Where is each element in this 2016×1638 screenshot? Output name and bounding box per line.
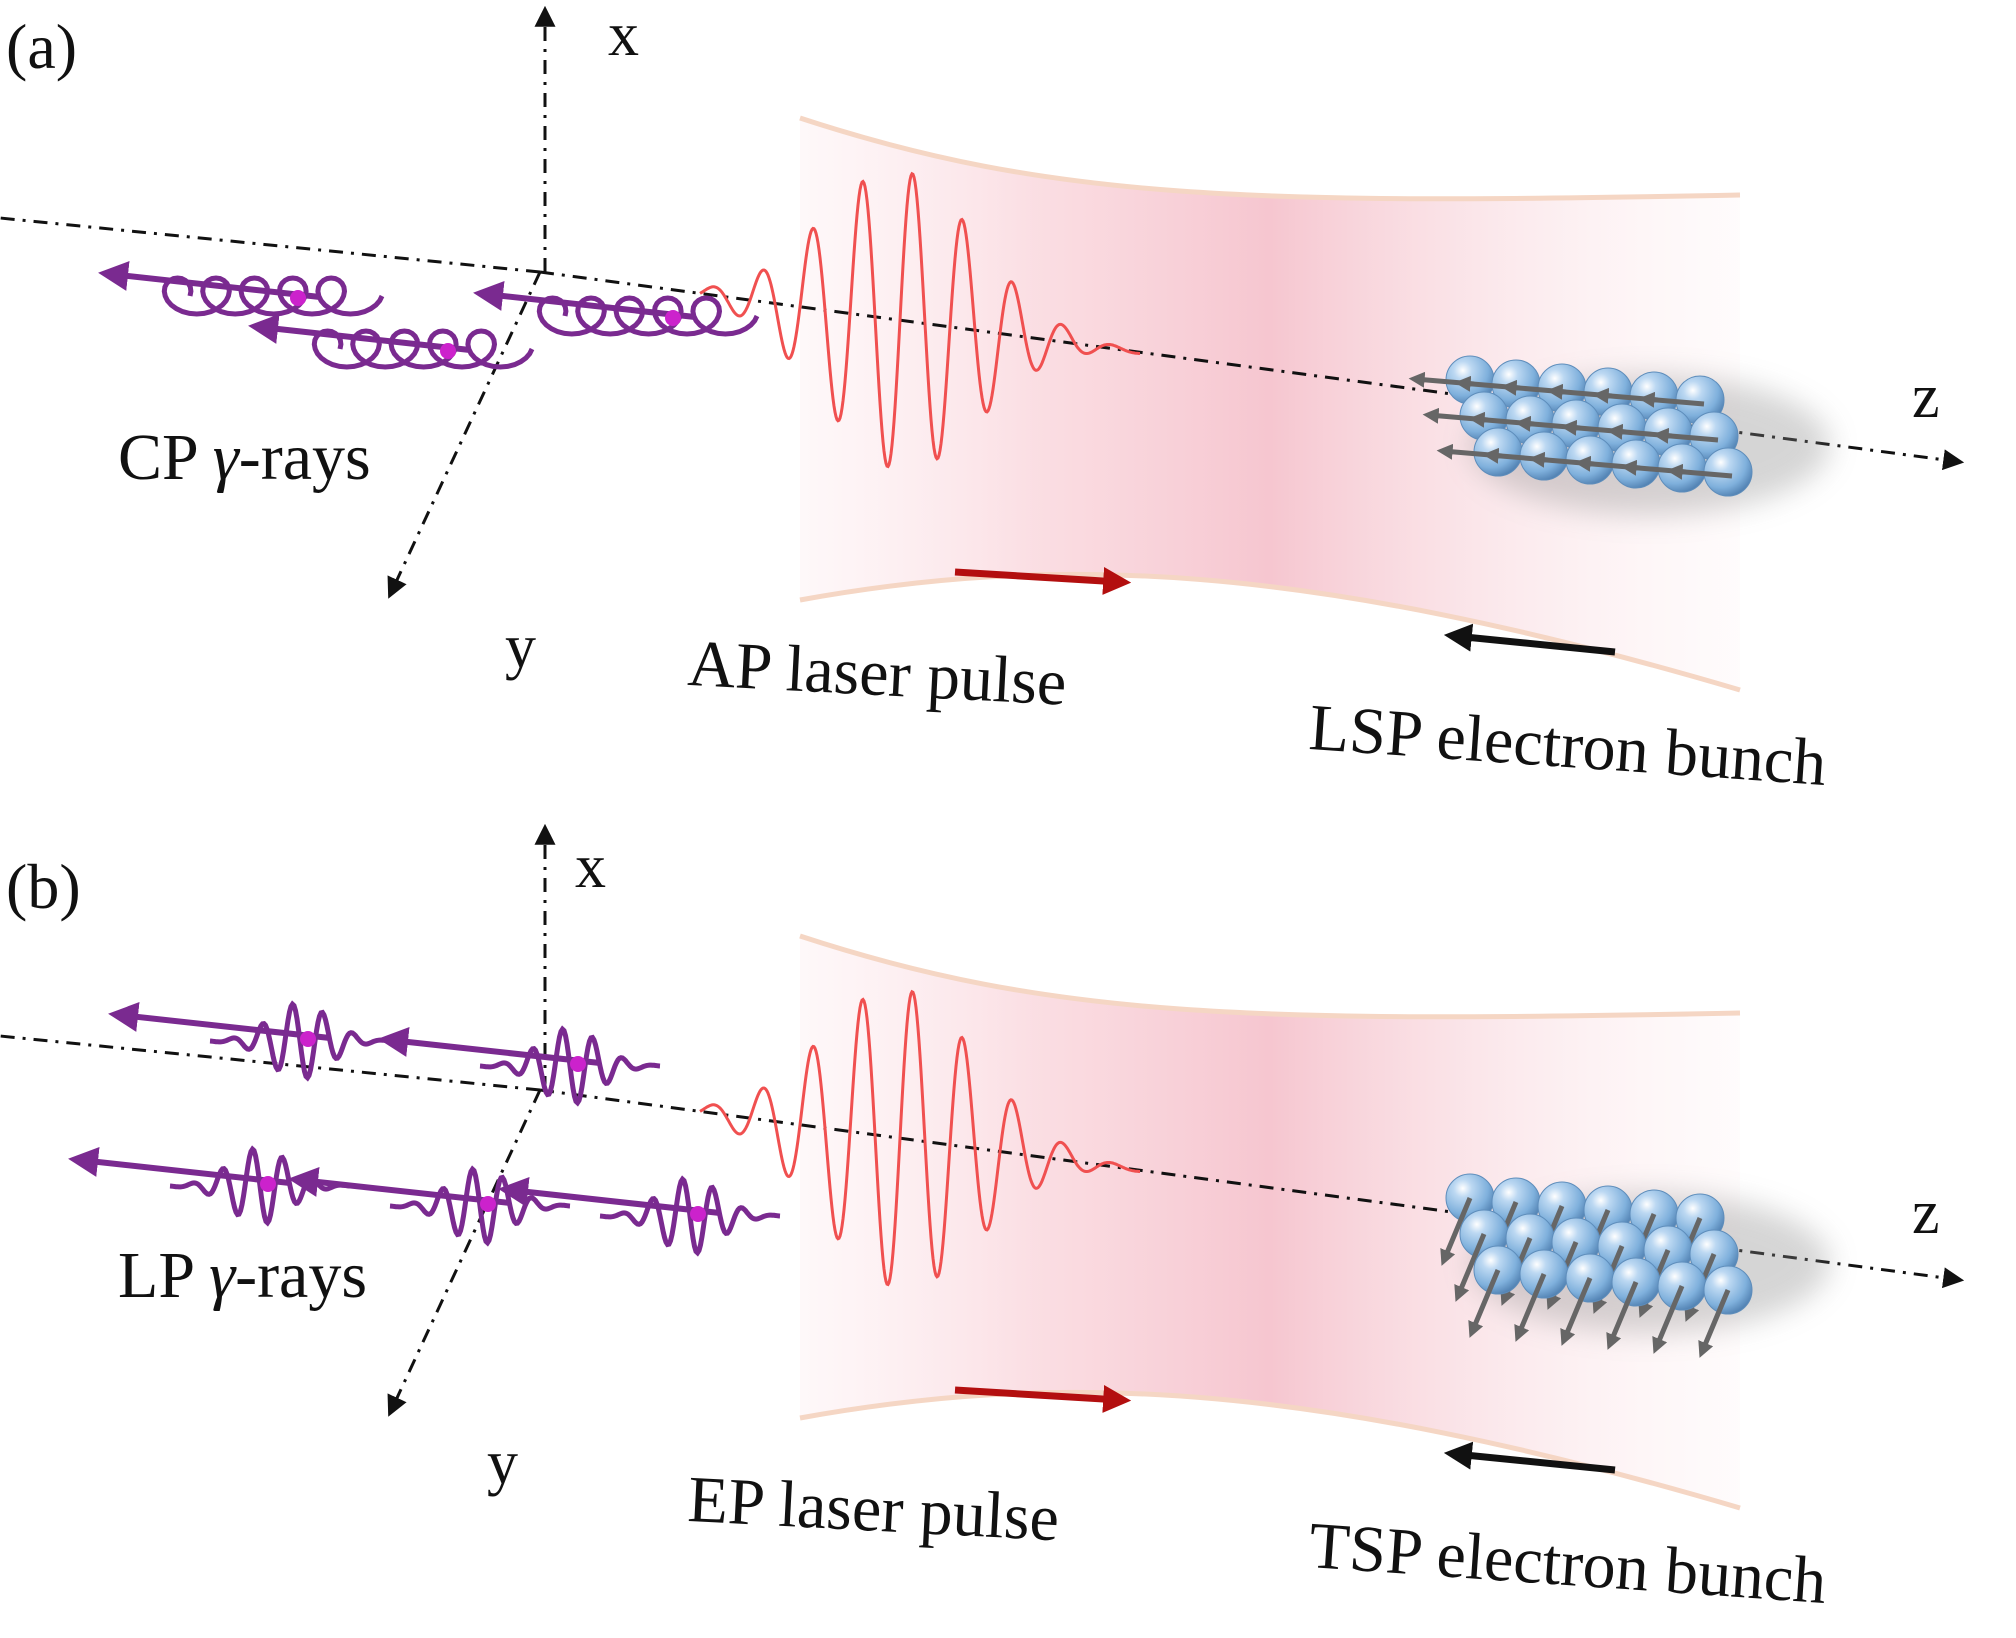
a-gamma-arrow-1: [248, 314, 471, 353]
b-gamma-arrow-2: [68, 1147, 291, 1186]
b-y-axis: [387, 1089, 542, 1417]
panel-b-y-axis-label: y: [487, 1429, 518, 1497]
panel-b-gamma-label: LP γ-rays: [118, 1238, 367, 1314]
a-gamma-ray-0: [98, 261, 385, 317]
b-spin-arrow-15: [1606, 1281, 1639, 1350]
b-gamma-wave-1: [479, 1025, 661, 1107]
a-beam-edge-bottom: [799, 571, 1741, 693]
panel-a-x-axis-label: x: [608, 1, 639, 69]
panel-b-z-axis-label: z: [1912, 1179, 1940, 1247]
a-spin-arrow-5: [1638, 391, 1705, 408]
a-y-axis: [387, 271, 542, 599]
b-gamma-ray-3: [288, 1165, 571, 1247]
a-gamma-core-2: [665, 310, 681, 326]
b-gamma-arrow-0: [108, 1002, 331, 1041]
a-gamma-core-1: [440, 343, 456, 359]
b-gamma-ray-1: [378, 1025, 661, 1107]
b-z-axis-back: [0, 1034, 541, 1092]
b-laser-focus-region: [800, 936, 1740, 1508]
b-laser-wave: [699, 989, 1140, 1287]
b-gamma-ray-4: [498, 1175, 781, 1257]
a-beam-edge-top: [799, 115, 1741, 202]
a-gamma-wave-2: [536, 295, 760, 337]
a-gamma-ray-1: [248, 314, 535, 370]
b-gamma-arrow-1: [378, 1027, 601, 1066]
panel-b-gamma-symbol: γ: [209, 1239, 236, 1312]
panel-b: [0, 823, 1965, 1511]
a-gamma-arrow-0: [98, 261, 321, 300]
a-spin-arrow-17: [1666, 463, 1733, 480]
panel-a-gamma-symbol: γ: [212, 421, 239, 494]
b-gamma-core-3: [480, 1196, 496, 1212]
panel-a: [0, 5, 1965, 693]
b-gamma-wave-3: [389, 1165, 571, 1247]
b-gamma-core-2: [260, 1176, 276, 1192]
b-beam-edge-bottom: [799, 1389, 1741, 1511]
b-gamma-arrow-3: [288, 1167, 511, 1206]
a-gamma-wave-1: [311, 328, 535, 370]
b-spin-arrow-17: [1698, 1289, 1731, 1358]
a-electron-direction-arrow: [1443, 623, 1616, 656]
b-gamma-ray-2: [68, 1145, 351, 1227]
b-beam-edge-top: [799, 933, 1741, 1020]
panel-a-y-axis-label: y: [505, 613, 536, 681]
b-gamma-wave-4: [599, 1175, 781, 1257]
panel-a-gamma-label: CP γ-rays: [118, 420, 371, 496]
b-laser-direction-arrow: [954, 1385, 1132, 1413]
a-laser-direction-arrow: [954, 567, 1132, 595]
b-electron-direction-arrow: [1443, 1441, 1616, 1474]
b-spin-arrow-13: [1514, 1273, 1547, 1342]
b-spin-arrow-6: [1454, 1233, 1487, 1302]
b-gamma-arrow-4: [498, 1177, 721, 1216]
b-gamma-core-1: [570, 1056, 586, 1072]
panel-b-gamma-suffix: -rays: [235, 1239, 368, 1312]
a-laser-focus-region: [800, 118, 1740, 690]
a-gamma-arrow-2: [473, 281, 696, 320]
a-z-axis-back: [0, 216, 541, 274]
b-gamma-core-4: [690, 1206, 706, 1222]
panel-b-gamma-prefix: LP: [118, 1239, 210, 1312]
b-spin-arrow-0: [1440, 1197, 1473, 1266]
panel-a-z-axis-label: z: [1912, 363, 1940, 431]
panel-b-label: (b): [6, 851, 81, 922]
a-spin-arrow-11: [1652, 427, 1719, 444]
b-spin-arrow-16: [1652, 1285, 1685, 1354]
panel-a-gamma-suffix: -rays: [238, 421, 371, 494]
b-gamma-ray-0: [108, 1000, 391, 1082]
a-gamma-wave-0: [161, 275, 385, 317]
a-laser-wave: [699, 171, 1140, 469]
b-spin-arrow-14: [1560, 1277, 1593, 1346]
panel-b-x-axis-label: x: [575, 833, 606, 901]
a-gamma-ray-2: [473, 281, 760, 337]
a-gamma-core-0: [290, 290, 306, 306]
b-gamma-core-0: [300, 1031, 316, 1047]
b-spin-arrow-12: [1468, 1269, 1501, 1338]
b-gamma-wave-0: [209, 1000, 391, 1082]
panel-a-gamma-prefix: CP: [118, 421, 213, 494]
b-gamma-wave-2: [169, 1145, 351, 1227]
panel-a-label: (a): [6, 11, 78, 82]
